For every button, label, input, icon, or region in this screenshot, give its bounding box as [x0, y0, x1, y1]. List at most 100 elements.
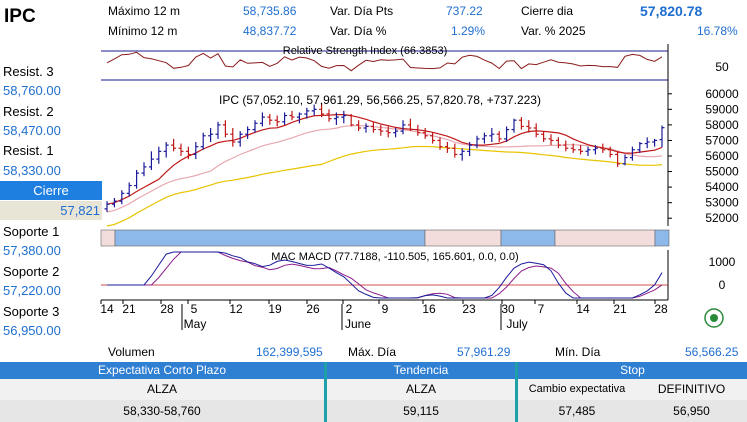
- resist1-value: 58,330.00: [3, 163, 61, 178]
- x-tick-label: 9: [382, 302, 389, 316]
- ticker-symbol: IPC: [4, 6, 36, 27]
- support1-value: 57,380.00: [3, 243, 61, 258]
- month-label: May: [184, 317, 207, 331]
- max12-value: 58,735.86: [243, 4, 297, 18]
- cierre-dia-label: Cierre dia: [521, 4, 574, 18]
- x-tick-label: 30: [501, 302, 515, 316]
- x-tick-label: 23: [462, 302, 476, 316]
- ohlc-bar: [356, 120, 362, 132]
- ohlc-bar: [607, 146, 613, 158]
- ohlc-bar: [185, 146, 191, 160]
- tendencia-direction: ALZA: [327, 379, 515, 400]
- vardia-pct-label: Var. Día %: [330, 24, 387, 38]
- x-tick-label: 14: [576, 302, 590, 316]
- ohlc-bar: [148, 151, 154, 170]
- month-label: July: [506, 317, 527, 331]
- ohlc-bar: [259, 112, 265, 127]
- tendencia-header: Tendencia: [327, 362, 515, 379]
- ohlc-bar: [622, 154, 628, 166]
- ohlc-bar: [267, 114, 273, 125]
- ohlc-bar: [363, 123, 369, 133]
- x-tick-label: 12: [229, 302, 243, 316]
- resist2-label: Resist. 2: [3, 104, 54, 119]
- macd-tick-label: 1000: [709, 255, 736, 269]
- ohlc-bar: [348, 114, 354, 127]
- x-tick-label: 19: [268, 302, 282, 316]
- ohlc-bar: [289, 110, 295, 121]
- rsi-title: Relative Strength Index (66.3853): [283, 45, 448, 57]
- ohlc-bar: [156, 146, 162, 164]
- x-tick-label: 14: [100, 302, 114, 316]
- ohlc-bar: [326, 109, 332, 122]
- macd-line: [107, 251, 663, 299]
- ohlc-bar: [208, 128, 214, 142]
- stop-cambio-value: 57,485: [518, 400, 636, 422]
- stop-header: Stop: [518, 362, 747, 379]
- support2-value: 57,220.00: [3, 283, 61, 298]
- trend-band-segment: [114, 229, 426, 247]
- support3-value: 56,950.00: [3, 323, 61, 338]
- ohlc-bar: [496, 131, 502, 142]
- macd-title: MAC MACD (77.7188, -110.505, 165.601, 0.…: [271, 251, 518, 263]
- ohlc-bar: [407, 118, 413, 132]
- volumen-value: 162,399,595: [256, 345, 323, 359]
- var2025-value: 16.78%: [697, 24, 738, 38]
- ohlc-bar: [341, 110, 347, 124]
- ohlc-bar: [304, 107, 310, 119]
- vardia-pts-value: 737.22: [446, 4, 483, 18]
- ohlc-bar: [563, 140, 569, 152]
- ohlc-bar: [400, 120, 406, 135]
- price-title: IPC (57,052.10, 57,961.29, 56,566.25, 57…: [219, 93, 541, 107]
- ohlc-bar: [274, 115, 280, 127]
- ma-mid-line: [106, 124, 663, 213]
- ohlc-bar: [526, 120, 532, 133]
- ohlc-bar: [282, 112, 288, 125]
- ohlc-bar: [222, 120, 228, 138]
- ohlc-bar: [592, 145, 598, 155]
- mindia-value: 56,566.25: [685, 345, 739, 359]
- ohlc-bar: [541, 131, 547, 142]
- support1-label: Soporte 1: [3, 224, 60, 239]
- ohlc-bar: [533, 123, 539, 138]
- ohlc-bar: [504, 126, 510, 142]
- ohlc-bar: [126, 182, 132, 197]
- macd-tick-label: 0: [719, 278, 726, 292]
- ohlc-bar: [385, 126, 391, 138]
- resist2-value: 58,470.00: [3, 123, 61, 138]
- ma-slow-line: [106, 145, 663, 227]
- support2-label: Soporte 2: [3, 264, 60, 279]
- ohlc-bar: [489, 128, 495, 142]
- ohlc-bar: [393, 128, 399, 138]
- ohlc-bar: [311, 104, 317, 116]
- trend-band-segment: [100, 229, 116, 247]
- ohlc-bar: [215, 121, 221, 139]
- x-tick-label: 26: [306, 302, 320, 316]
- ohlc-bar: [570, 143, 576, 153]
- macd-panel: 1000 0: [101, 250, 736, 300]
- trend-band-panel: [100, 229, 670, 247]
- price-tick-label: 56000: [705, 149, 739, 163]
- ohlc-bar: [629, 146, 635, 161]
- x-tick-label: 16: [422, 302, 436, 316]
- ohlc-bar: [163, 142, 169, 158]
- ohlc-bar: [111, 198, 117, 208]
- ohlc-bar: [467, 142, 473, 156]
- tendencia-level: 59,115: [327, 400, 515, 422]
- ohlc-bar: [555, 137, 561, 149]
- ohlc-bar: [548, 134, 554, 146]
- expectativa-range: 58,330-58,760: [0, 400, 324, 422]
- ohlc-bar: [452, 143, 458, 158]
- ohlc-bar: [444, 142, 450, 153]
- price-tick-label: 53000: [705, 196, 739, 210]
- x-tick-label: 28: [654, 302, 668, 316]
- ohlc-bar: [333, 112, 339, 125]
- ohlc-bar: [319, 103, 325, 118]
- expectativa-direction: ALZA: [0, 379, 324, 400]
- price-tick-label: 55000: [705, 165, 739, 179]
- min12-value: 48,837.72: [243, 24, 297, 38]
- ohlc-bar: [296, 112, 302, 124]
- cierre-dia-value: 57,820.78: [640, 3, 703, 19]
- price-tick-label: 54000: [705, 180, 739, 194]
- ohlc-bar: [178, 143, 184, 156]
- ohlc-bar: [600, 143, 606, 153]
